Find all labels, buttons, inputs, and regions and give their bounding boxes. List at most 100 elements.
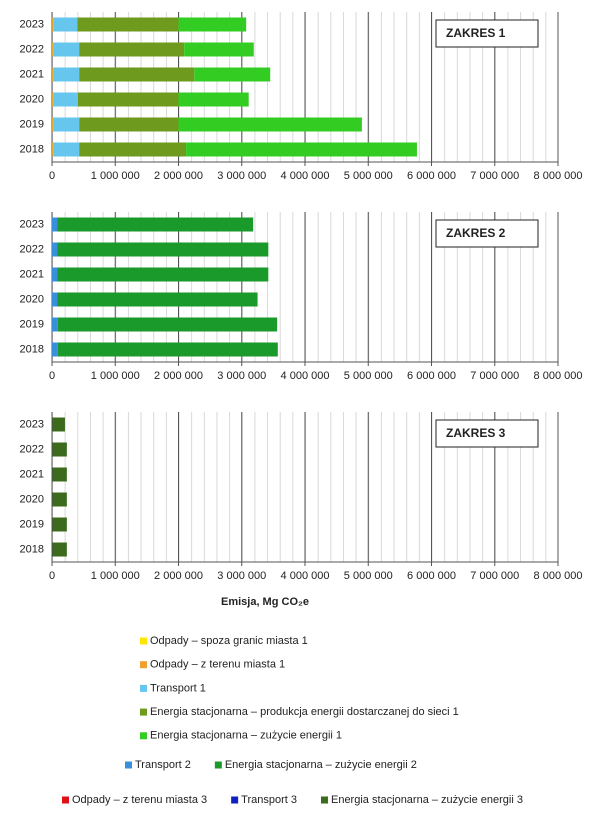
bar-segment [178,92,249,107]
y-tick-label: 2023 [20,18,44,30]
x-tick-label: 1 000 000 [91,570,140,582]
bar-segment [52,417,65,432]
x-tick-label: 3 000 000 [217,170,266,182]
bar-segment [52,492,67,507]
x-tick-label: 7 000 000 [470,570,519,582]
bar-segment [53,117,80,132]
legend-label: Odpady – z terenu miasta 1 [150,659,285,671]
legend-swatch [140,684,147,692]
bar-segment [52,467,67,482]
y-tick-label: 2022 [20,443,44,455]
bar-segment [53,42,80,57]
legend-swatch [140,637,147,645]
bar-segment [53,17,78,32]
legend-swatch [320,796,328,804]
chart-title: ZAKRES 1 [446,26,506,40]
y-tick-label: 2021 [20,68,44,80]
y-tick-label: 2018 [20,543,44,555]
legend-label: Transport 3 [241,794,297,806]
x-tick-label: 1 000 000 [91,370,140,382]
y-tick-label: 2018 [20,343,44,355]
x-tick-label: 8 000 000 [534,170,583,182]
chart-title: ZAKRES 3 [446,426,506,440]
x-tick-label: 0 [49,370,55,382]
bar-segment [52,317,58,332]
title-box [435,19,539,48]
bar-segment [52,442,67,457]
bar-segment [53,92,78,107]
x-tick-label: 1 000 000 [91,170,140,182]
legend-label: Energia stacjonarna – zużycie energii 3 [331,794,523,806]
x-tick-label: 8 000 000 [534,370,583,382]
legend-swatch [231,796,239,804]
legend-label: Transport 1 [150,682,206,694]
bar-segment [52,67,54,82]
bar-segment [52,267,58,282]
title-box [435,219,539,248]
x-tick-label: 5 000 000 [344,370,393,382]
y-tick-label: 2019 [20,518,44,530]
legend-swatch [125,761,132,769]
y-tick-label: 2019 [20,118,44,130]
bar-segment [178,17,247,32]
y-tick-label: 2020 [20,93,44,105]
x-tick-label: 2 000 000 [154,370,203,382]
x-tick-label: 3 000 000 [217,570,266,582]
x-tick-label: 0 [49,570,55,582]
legend-swatch [214,761,222,769]
bar-segment [79,42,185,57]
y-tick-label: 2021 [20,468,44,480]
bar-segment [52,517,67,532]
y-tick-label: 2022 [20,43,44,55]
bar-segment [184,42,254,57]
bar-segment [77,92,179,107]
bar-segment [52,117,54,132]
x-tick-label: 7 000 000 [470,370,519,382]
x-tick-label: 5 000 000 [344,570,393,582]
bar-segment [57,292,258,307]
chart-title: ZAKRES 2 [446,226,506,240]
legend-label: Energia stacjonarna – zużycie energii 2 [225,759,417,771]
bar-segment [57,217,254,232]
legend-label: Energia stacjonarna – produkcja energii … [150,706,459,718]
bar-segment [186,142,417,157]
title-box [435,419,539,448]
legend-swatch [140,708,147,716]
bar-segment [52,142,54,157]
x-tick-label: 5 000 000 [344,170,393,182]
bar-segment [79,142,187,157]
bar-segment [52,292,58,307]
bar-segment [57,317,278,332]
legend-label: Transport 2 [135,759,191,771]
bar-segment [52,542,67,557]
y-tick-label: 2023 [20,418,44,430]
y-tick-label: 2020 [20,493,44,505]
bar-segment [52,342,58,357]
y-tick-label: 2022 [20,243,44,255]
bar-segment [53,67,80,82]
x-tick-label: 2 000 000 [154,170,203,182]
y-tick-label: 2020 [20,293,44,305]
bar-segment [57,342,278,357]
y-tick-label: 2021 [20,268,44,280]
y-tick-label: 2023 [20,218,44,230]
bar-segment [52,42,54,57]
bar-segment [52,92,54,107]
bar-segment [53,142,80,157]
bar-segment [52,217,58,232]
x-tick-label: 6 000 000 [407,570,456,582]
bar-segment [57,267,269,282]
x-tick-label: 6 000 000 [407,370,456,382]
legend-label: Odpady – z terenu miasta 3 [72,794,207,806]
bar-segment [79,117,179,132]
bar-segment [57,242,269,257]
x-tick-label: 3 000 000 [217,370,266,382]
x-tick-label: 8 000 000 [534,570,583,582]
x-tick-label: 0 [49,170,55,182]
legend-label: Energia stacjonarna – zużycie energii 1 [150,730,342,742]
x-tick-label: 6 000 000 [407,170,456,182]
bar-segment [79,67,195,82]
x-tick-label: 4 000 000 [281,370,330,382]
bar-segment [52,242,58,257]
